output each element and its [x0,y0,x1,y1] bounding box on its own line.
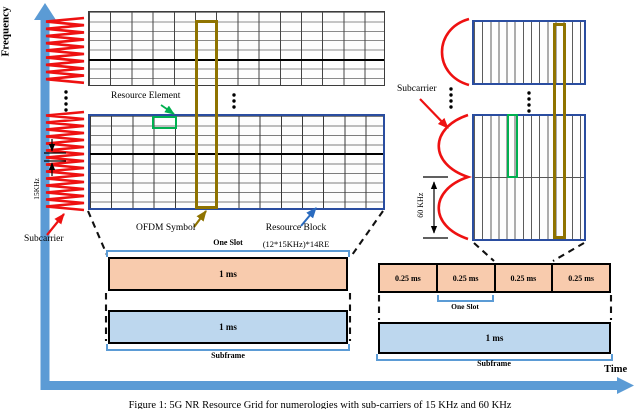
resource-block-detail: (12*15KHz)*14RE [262,239,330,249]
ofdm-symbol-column-15khz [195,20,218,209]
subcarrier-arrow-left [46,213,65,236]
ofdm-symbol-arrow [193,210,207,228]
subcarrier-label-60khz: Subcarrier [397,84,437,94]
one-slot-label-60khz: One Slot [451,302,479,311]
slot-cell-4: 0.25 ms [551,263,611,293]
subframe-bracket-15khz [106,344,350,351]
one-slot-label-15khz: One Slot [213,238,243,247]
subcarrier-arrow-right [419,98,449,129]
resource-grid-60khz-upper [472,20,586,85]
ofdm-symbol-column-60khz [553,23,566,239]
ofdm-symbol-label: OFDM Symbol [136,223,196,233]
figure-caption: Figure 1: 5G NR Resource Grid for numero… [128,400,512,409]
resource-element-arrow [160,104,175,115]
subcarrier-spacing-label-60khz: 60 KHz [415,192,425,218]
resource-element-label: Resource Element [111,91,181,101]
spacing-measure-60khz [423,176,448,239]
subcarrier-spacing-label-15khz: 15KHz [32,178,42,200]
resource-grid-60khz-lower [472,114,586,241]
resource-element-cell-15khz [152,116,177,129]
subcarrier-wave-60khz-upper [440,17,470,87]
subframe-bracket-60khz [376,354,613,361]
grid-middle-line [474,177,584,179]
subcarriers-wave-15khz-lower [45,110,85,212]
grid-emphasis-line [89,59,384,61]
slot-cell-2: 0.25 ms [435,263,496,293]
frequency-axis-label: Frequency [0,6,12,57]
subframe-label-15khz: Subframe [211,351,245,360]
time-axis [40,377,634,394]
subcarrier-label-15khz: Subcarrier [24,234,64,244]
subcarrier-wave-60khz-lower [437,113,473,241]
slot-bar-60khz: 0.25 ms 0.25 ms 0.25 ms 0.25 ms [378,263,611,293]
subframe-label-60khz: Subframe [477,359,511,368]
one-slot-bracket-15khz [106,250,350,257]
grid-emphasis-line [90,153,383,155]
slot-cell-1: 0.25 ms [378,263,438,293]
subframe-bar-60khz: 1 ms [378,322,611,354]
one-slot-bracket-60khz [437,295,494,302]
resource-grid-15khz-lower [88,114,385,210]
subframe-bar-15khz: 1 ms [108,310,348,344]
time-axis-label: Time [604,364,628,375]
slot-bar-15khz: 1 ms [108,257,348,291]
spacing-measure-15khz [44,139,66,176]
subcarriers-wave-15khz-upper [45,16,85,85]
resource-grid-15khz-upper [88,11,385,86]
resource-element-cell-60khz [507,114,518,178]
slot-cell-3: 0.25 ms [493,263,554,293]
resource-block-label: Resource Block [265,223,327,233]
